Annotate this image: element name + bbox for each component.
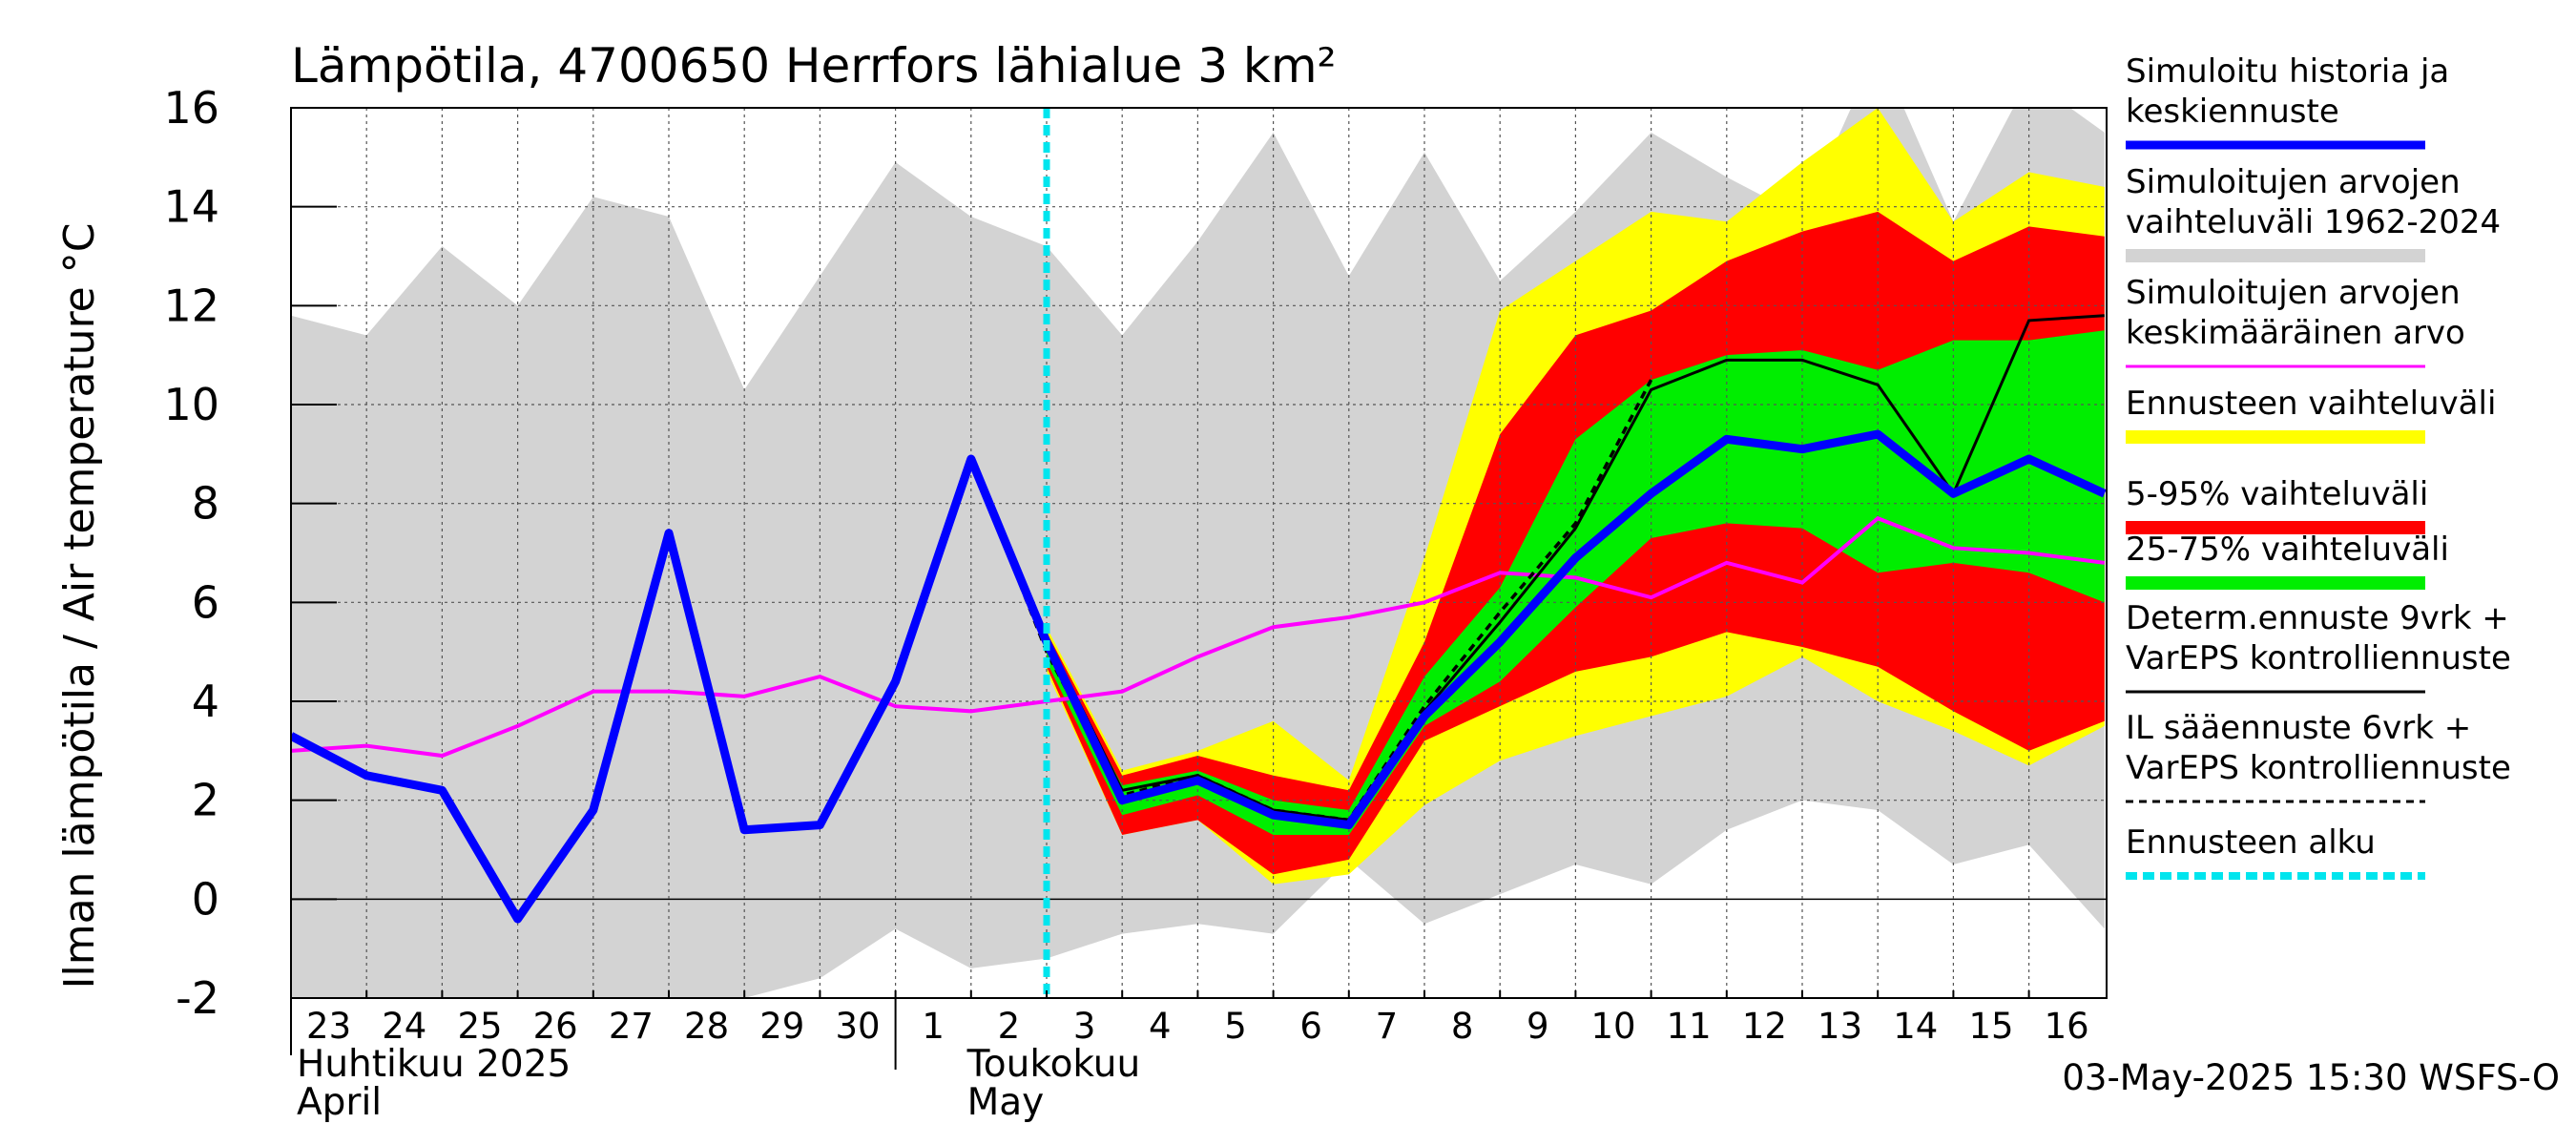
mean-history-line — [291, 515, 2106, 759]
y-tick-label: 12 — [163, 280, 219, 331]
simulated-mean-line — [291, 429, 2107, 924]
x-tick-label: 15 — [1968, 1006, 2013, 1047]
x-tick-label: 5 — [1224, 1006, 1247, 1047]
y-tick-label: 2 — [192, 775, 219, 826]
legend-forecast-range: Ennusteen vaihteluväli — [2126, 385, 2496, 444]
month-label-fi: Huhtikuu 2025 — [297, 1043, 571, 1086]
x-tick-label: 14 — [1893, 1006, 1938, 1047]
y-tick-label: 4 — [192, 676, 219, 727]
legend: Simuloitu historia jakeskiennusteSimuloi… — [2126, 52, 2511, 880]
y-tick-label: 8 — [192, 478, 219, 530]
legend-label: Ennusteen vaihteluväli — [2126, 385, 2496, 423]
y-tick-label: 16 — [163, 82, 219, 134]
x-tick-label: 6 — [1299, 1006, 1322, 1047]
x-tick-label: 9 — [1527, 1006, 1549, 1047]
x-tick-label: 2 — [998, 1006, 1021, 1047]
x-tick-label: 25 — [457, 1006, 502, 1047]
legend-label: Determ.ennuste 9vrk + — [2126, 599, 2509, 637]
x-tick-label: 12 — [1742, 1006, 1787, 1047]
legend-label: 5-95% vaihteluväli — [2126, 475, 2428, 513]
legend-label: Ennusteen alku — [2126, 823, 2376, 862]
legend-label: Simuloitujen arvojen — [2126, 274, 2461, 312]
y-tick-label: 14 — [163, 181, 219, 233]
y-tick-label: 6 — [192, 576, 219, 628]
legend-label: Simuloitujen arvojen — [2126, 163, 2461, 201]
legend-p25-75: 25-75% vaihteluväli — [2126, 531, 2449, 590]
y-tick-label: -2 — [176, 972, 219, 1024]
x-tick-label: 23 — [306, 1006, 351, 1047]
x-tick-label: 13 — [1818, 1006, 1862, 1047]
x-tick-label: 27 — [609, 1006, 654, 1047]
month-label-fi: Toukokuu — [966, 1043, 1141, 1086]
y-tick-label: 0 — [192, 873, 219, 925]
x-tick-label: 11 — [1667, 1006, 1712, 1047]
x-tick-label: 7 — [1376, 1006, 1399, 1047]
x-tick-label: 16 — [2045, 1006, 2089, 1047]
legend-label: keskiennuste — [2126, 93, 2339, 131]
x-tick-label: 4 — [1149, 1006, 1172, 1047]
series-layer — [291, 108, 2107, 998]
legend-deterministic: Determ.ennuste 9vrk +VarEPS kontrollienn… — [2126, 599, 2511, 694]
x-tick-label: 26 — [533, 1006, 578, 1047]
legend-p5-95: 5-95% vaihteluväli — [2126, 475, 2428, 534]
legend-il-forecast: IL sääennuste 6vrk + VarEPS kontrollienn… — [2126, 709, 2511, 803]
x-tick-label: 8 — [1451, 1006, 1474, 1047]
x-tick-label: 30 — [835, 1006, 880, 1047]
x-tick-label: 3 — [1073, 1006, 1096, 1047]
legend-label: IL sääennuste 6vrk + — [2126, 709, 2471, 747]
x-tick-label: 28 — [684, 1006, 729, 1047]
y-axis-label: Ilman lämpötila / Air temperature °C — [55, 223, 104, 989]
timestamp: 03-May-2025 15:30 WSFS-O — [2062, 1057, 2560, 1098]
x-tick-label: 1 — [922, 1006, 945, 1047]
legend-forecast-start: Ennusteen alku — [2126, 823, 2425, 880]
legend-label: keskimääräinen arvo — [2126, 314, 2465, 352]
y-tick-label: 10 — [163, 379, 219, 430]
x-tick-label: 29 — [759, 1006, 804, 1047]
legend-label: VarEPS kontrolliennuste — [2126, 639, 2511, 677]
legend-label: VarEPS kontrolliennuste — [2126, 749, 2511, 787]
deterministic-forecast-line — [969, 314, 2105, 822]
chart-title: Lämpötila, 4700650 Herrfors lähialue 3 k… — [291, 38, 1337, 94]
legend-label: Simuloitu historia ja — [2126, 52, 2449, 91]
month-label-en: April — [297, 1081, 382, 1124]
legend-label: 25-75% vaihteluväli — [2126, 531, 2449, 569]
x-tick-label: 24 — [382, 1006, 426, 1047]
x-tick-label: 10 — [1590, 1006, 1635, 1047]
legend-label: vaihteluväli 1962-2024 — [2126, 203, 2501, 241]
month-label-en: May — [967, 1081, 1045, 1124]
